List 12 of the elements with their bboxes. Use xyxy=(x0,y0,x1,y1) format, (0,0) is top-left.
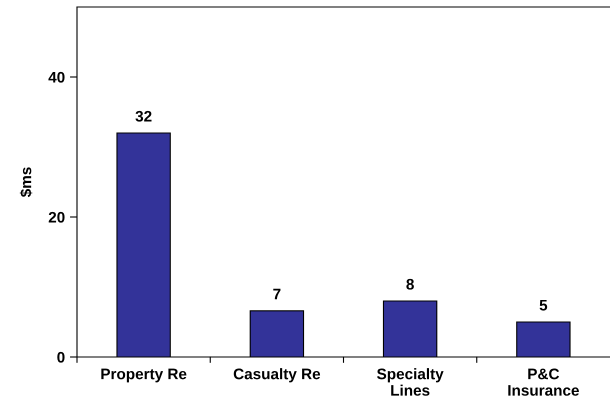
y-tick-label: 0 xyxy=(57,352,65,363)
data-label: 8 xyxy=(406,278,414,290)
y-axis-title: $ms xyxy=(20,167,32,198)
x-tick-label: Casualty Re xyxy=(234,368,320,382)
y-tick-label: 40 xyxy=(48,72,65,83)
data-label: 7 xyxy=(273,288,280,300)
data-label: 5 xyxy=(540,300,548,311)
x-tick-label: P&C Insurance xyxy=(508,368,579,396)
y-tick-label: 20 xyxy=(48,212,65,223)
x-tick-label: Property Re xyxy=(101,368,186,382)
data-label: 32 xyxy=(135,110,152,122)
x-tick-label: Specialty Lines xyxy=(377,368,444,396)
